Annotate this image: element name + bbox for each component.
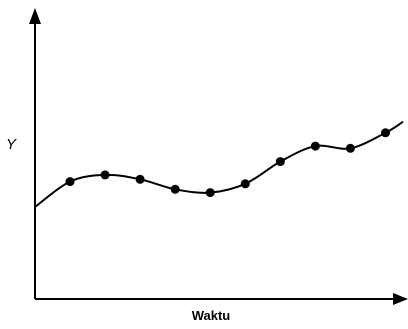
data-point — [65, 177, 75, 187]
data-point — [170, 184, 180, 194]
data-points — [65, 128, 390, 198]
data-point — [345, 143, 355, 153]
data-point — [135, 174, 145, 184]
data-point — [310, 141, 320, 151]
data-point — [275, 157, 285, 167]
data-point — [205, 188, 215, 198]
series-line — [34, 120, 404, 208]
y-axis-arrow-icon — [29, 8, 41, 24]
data-point — [100, 170, 110, 180]
x-axis-arrow-icon — [393, 293, 408, 305]
y-axis-label: Y — [6, 136, 17, 153]
data-point — [240, 179, 250, 189]
x-axis-label: Waktu — [192, 308, 231, 323]
data-point — [381, 128, 390, 138]
